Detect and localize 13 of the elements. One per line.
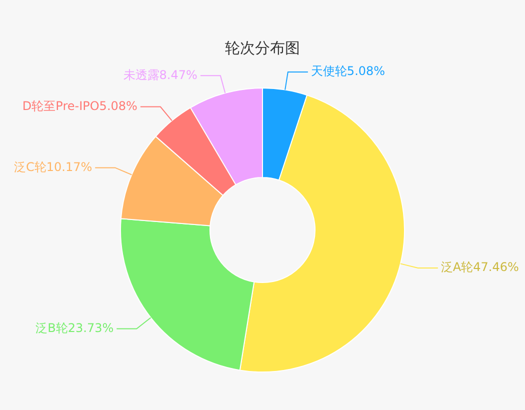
data-label: 23.73% xyxy=(68,320,114,335)
slice-label: 泛B轮 xyxy=(36,320,68,335)
data-label: 10.17% xyxy=(46,160,92,174)
chart-title: 轮次分布图 xyxy=(225,38,300,57)
data-label: 5.08% xyxy=(99,98,138,113)
data-label: 8.47% xyxy=(159,68,198,82)
slice-label: D轮至Pre-IPO xyxy=(22,98,100,113)
slice-label: 泛A轮 xyxy=(440,260,474,274)
slice-label: 未透露 xyxy=(123,68,160,82)
data-label: 47.46% xyxy=(473,260,519,274)
data-label: 5.08% xyxy=(346,64,386,78)
slice-label: 泛C轮 xyxy=(14,160,46,174)
slice-label: 天使轮 xyxy=(310,64,347,78)
